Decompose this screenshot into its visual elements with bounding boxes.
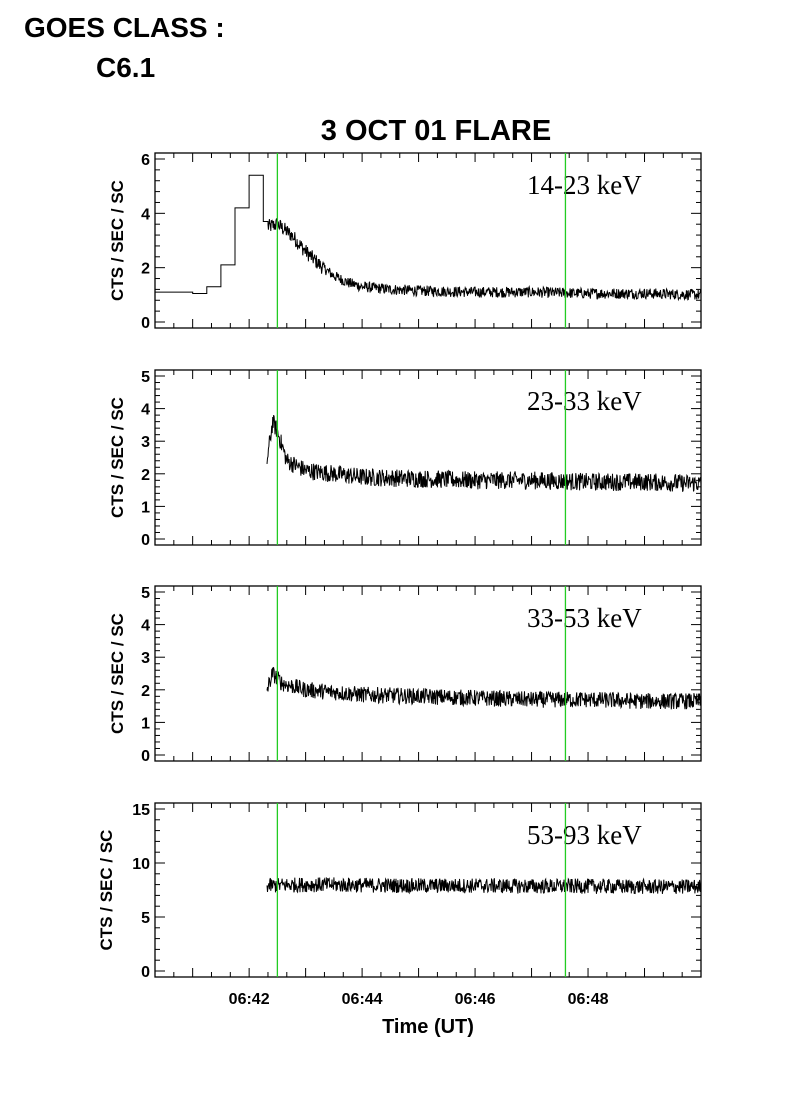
y-axis-label: CTS / SEC / SC bbox=[108, 613, 127, 734]
y-tick-label: 0 bbox=[141, 748, 150, 765]
y-tick-label: 1 bbox=[141, 499, 150, 516]
y-tick-label: 4 bbox=[141, 402, 150, 419]
energy-band-label: 14-23 keV bbox=[527, 170, 642, 200]
energy-band-label: 33-53 keV bbox=[527, 603, 642, 633]
goes-class-value: C6.1 bbox=[96, 52, 156, 83]
panel-frame-1 bbox=[154, 152, 702, 329]
y-axis-label: CTS / SEC / SC bbox=[108, 397, 127, 518]
y-axis-label: CTS / SEC / SC bbox=[97, 830, 116, 951]
panels-group: 0 2 4 6 CTS / SEC / SC 14-23 keV 0 1 2 3 4 5 CTS / S… bbox=[97, 152, 702, 1008]
y-tick-label: 15 bbox=[132, 802, 150, 819]
series-line-53-93-keV bbox=[266, 877, 702, 895]
y-tick-label: 0 bbox=[141, 964, 150, 981]
y-tick-label: 3 bbox=[141, 434, 150, 451]
panel-frame-2 bbox=[154, 369, 702, 546]
x-tick-label: 06:46 bbox=[455, 991, 496, 1008]
y-tick-label: 4 bbox=[141, 618, 150, 635]
y-axis-label: CTS / SEC / SC bbox=[108, 180, 127, 301]
y-tick-label: 4 bbox=[141, 206, 150, 223]
x-tick-label: 06:48 bbox=[568, 991, 609, 1008]
x-tick-label: 06:44 bbox=[342, 991, 383, 1008]
y-tick-label: 5 bbox=[141, 369, 150, 386]
y-tick-label: 2 bbox=[141, 467, 150, 484]
energy-band-label: 23-33 keV bbox=[527, 386, 642, 416]
x-tick-label: 06:42 bbox=[229, 991, 270, 1008]
y-tick-label: 1 bbox=[141, 715, 150, 732]
y-tick-label: 6 bbox=[141, 152, 150, 169]
y-tick-label: 2 bbox=[141, 261, 150, 278]
chart-title: 3 OCT 01 FLARE bbox=[321, 115, 551, 147]
y-tick-label: 5 bbox=[141, 910, 150, 927]
goes-class-label: GOES CLASS : bbox=[24, 12, 225, 43]
y-tick-label: 0 bbox=[141, 315, 150, 332]
x-axis-label: Time (UT) bbox=[382, 1016, 474, 1038]
y-tick-label: 2 bbox=[141, 683, 150, 700]
series-line-23-33-keV bbox=[266, 415, 702, 492]
series-line-33-53-keV bbox=[266, 666, 702, 710]
series-line-14-23-keV bbox=[155, 174, 702, 302]
y-tick-label: 10 bbox=[132, 856, 150, 873]
y-tick-label: 5 bbox=[141, 585, 150, 602]
y-tick-label: 0 bbox=[141, 532, 150, 549]
panel-frame-3 bbox=[154, 585, 702, 762]
energy-band-label: 53-93 keV bbox=[527, 820, 642, 850]
y-tick-label: 3 bbox=[141, 650, 150, 667]
